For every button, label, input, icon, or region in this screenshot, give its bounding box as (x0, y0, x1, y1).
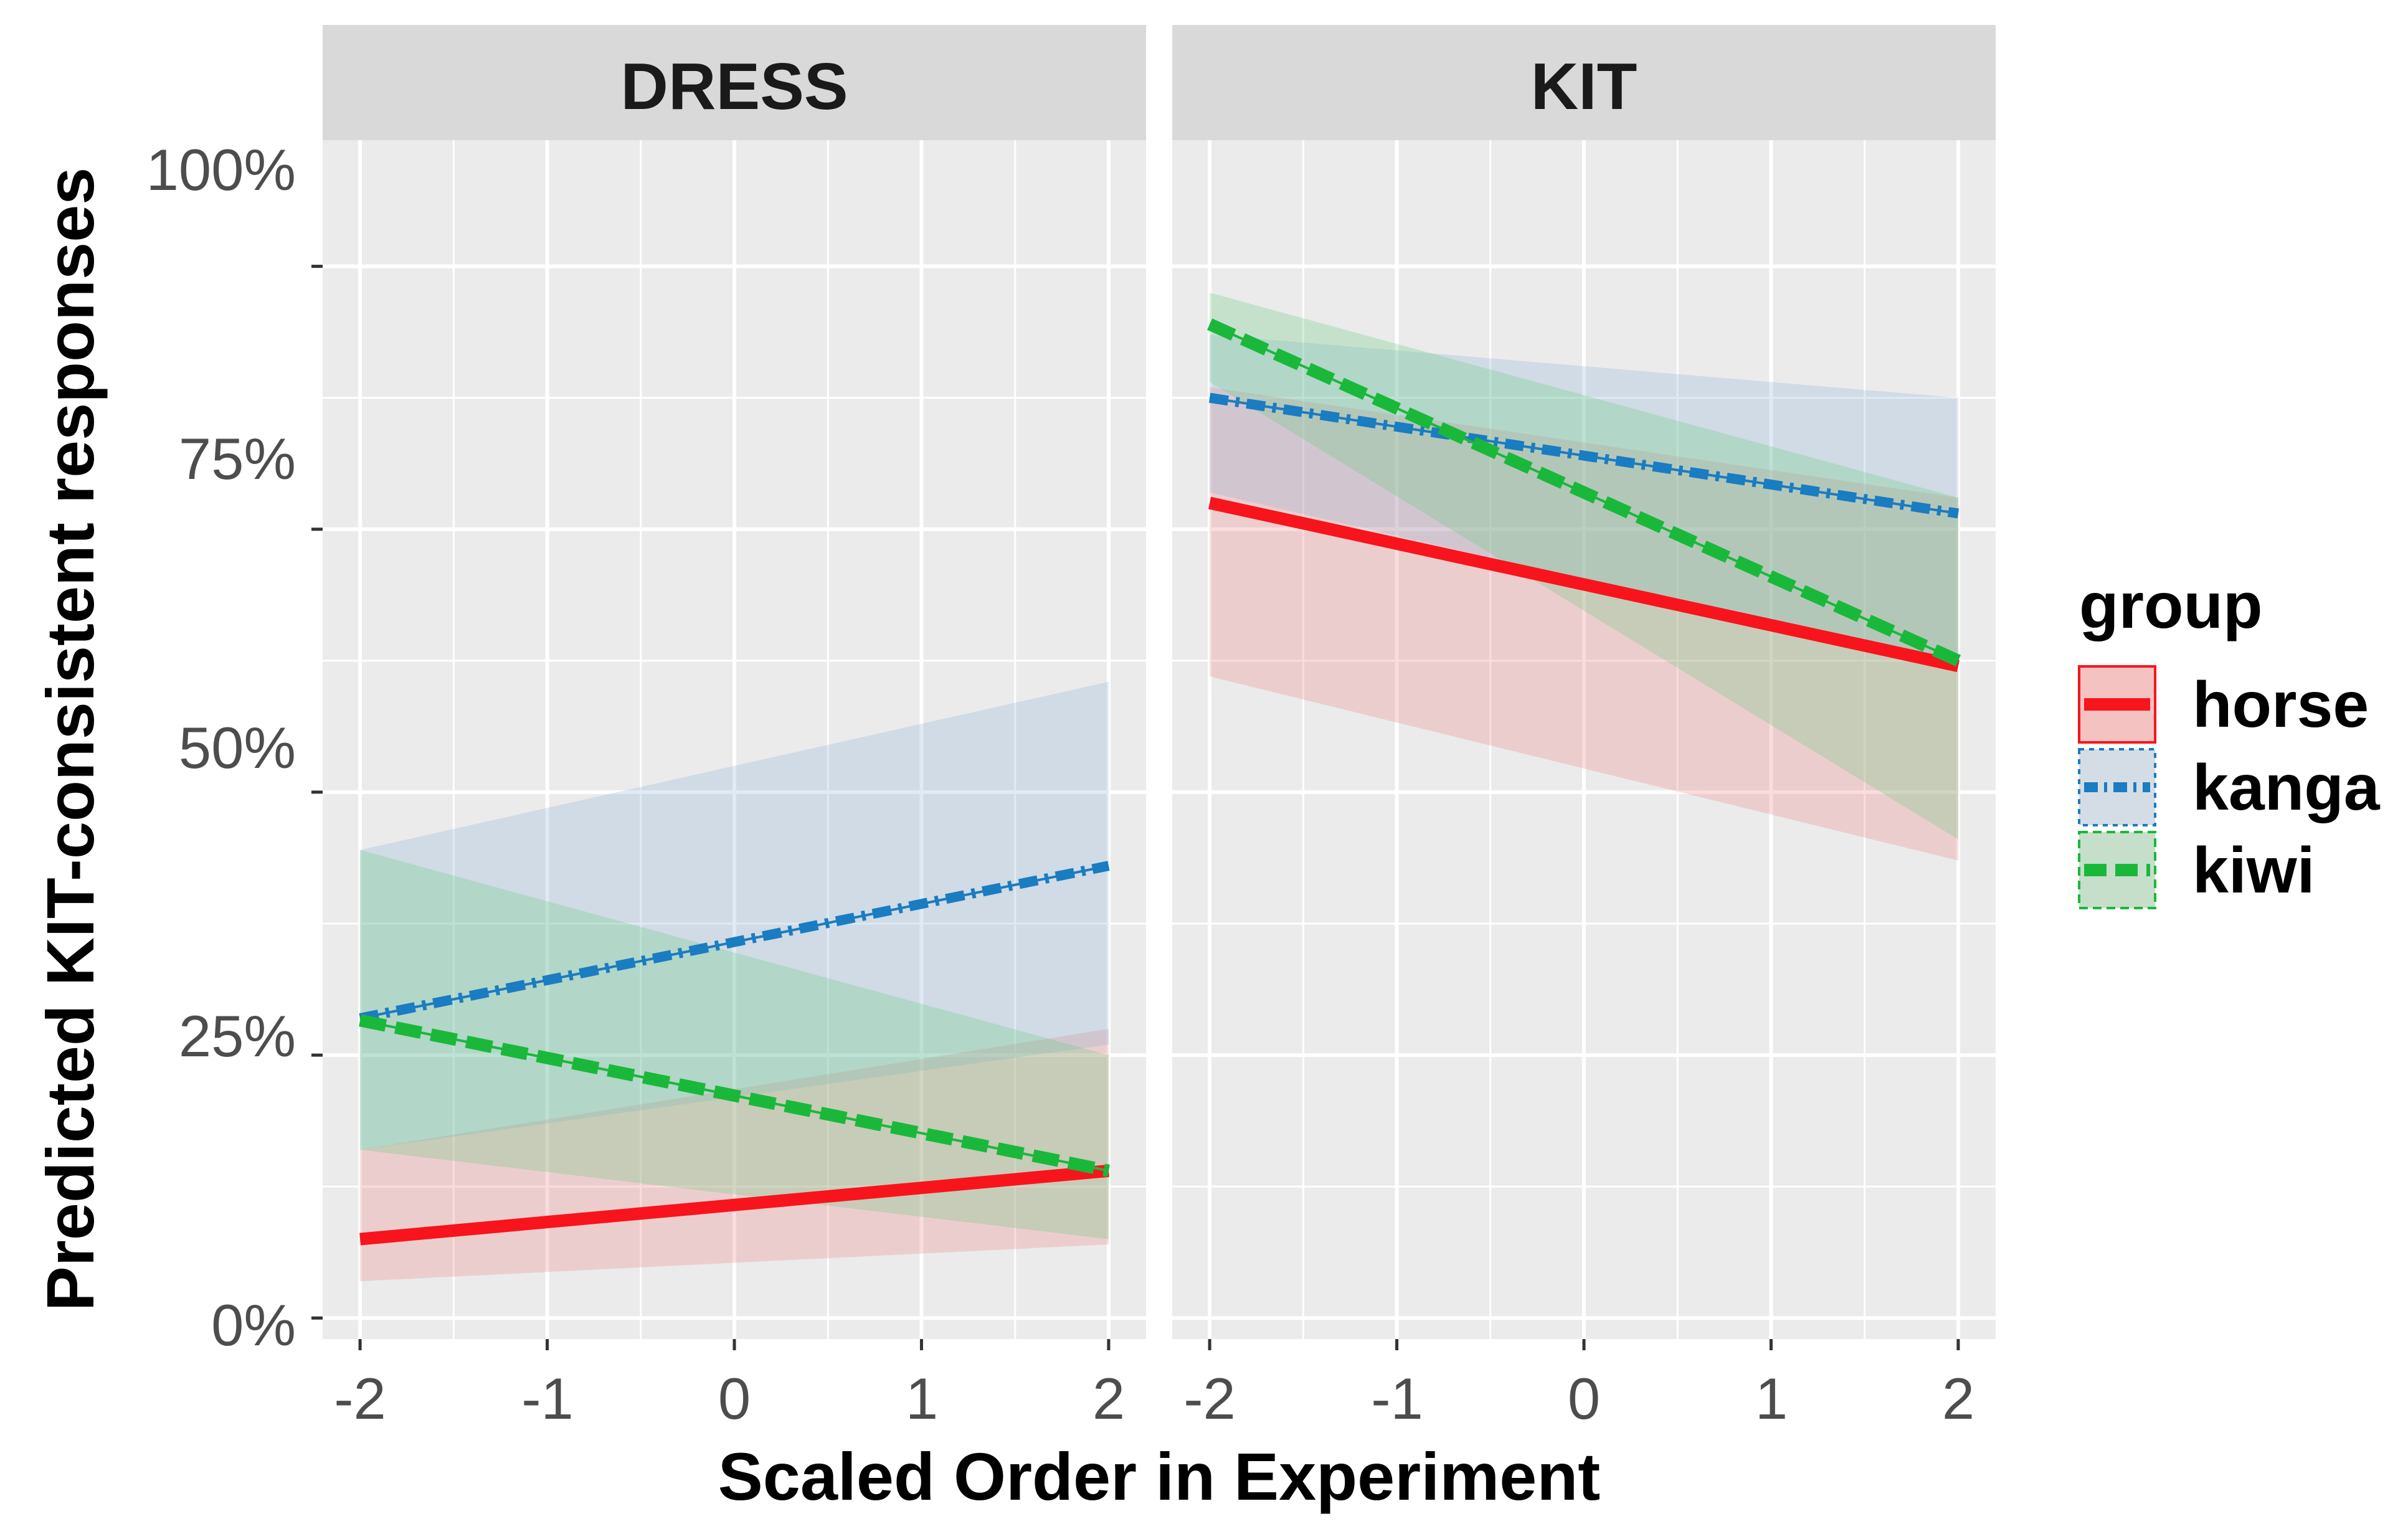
x-tick-labels-kit: -2 -1 0 1 2 (1183, 1366, 1974, 1431)
line-dress-kiwi-thin (359, 1019, 1109, 1172)
y-tick-label-0: 0% (211, 1292, 296, 1358)
y-tick-label-25: 25% (179, 1003, 296, 1069)
line-kit-kiwi-thin (1209, 323, 1959, 662)
ribbon-dress-kiwi (360, 850, 1109, 1239)
x-tick-label-kit-2: 2 (1942, 1366, 1974, 1431)
x-tick-label-kit-m1: -1 (1371, 1366, 1423, 1431)
line-dress-kanga-thin (359, 864, 1109, 1020)
x-tick-labels-dress: -2 -1 0 1 2 (334, 1366, 1125, 1431)
x-tick-label-dress-0: 0 (718, 1366, 751, 1431)
y-axis-title: Predicted KIT-consistent responses (32, 168, 108, 1312)
legend-item-kiwi: kiwi (2078, 831, 2315, 909)
series-lines (359, 318, 1961, 1246)
x-tick-label-kit-1: 1 (1755, 1366, 1788, 1431)
panel-kit-title: KIT (1531, 50, 1638, 123)
legend-item-kanga: kanga (2078, 748, 2381, 826)
line-kit-horse (1208, 496, 1960, 673)
x-tick-label-dress-m1: -1 (521, 1366, 574, 1431)
y-tick-label-75: 75% (179, 426, 296, 491)
ribbon-kit-horse (1210, 387, 1958, 861)
line-kit-kanga-thin (1209, 396, 1959, 515)
ribbon-dress-kanga (360, 681, 1109, 1150)
y-tick-label-50: 50% (179, 715, 296, 780)
legend-item-horse: horse (2078, 665, 2369, 744)
legend-label-kanga: kanga (2192, 752, 2381, 824)
grid-lines (323, 140, 1996, 1339)
x-tick-label-dress-2: 2 (1093, 1366, 1125, 1431)
panel-dress-strip (323, 25, 1146, 140)
x-axis-title: Scaled Order in Experiment (718, 1439, 1601, 1514)
legend-label-kiwi: kiwi (2192, 835, 2315, 907)
legend-title: group (2079, 570, 2263, 642)
x-tick-label-dress-1: 1 (906, 1366, 938, 1431)
y-tick-labels: 0% 25% 50% 75% 100% (146, 137, 296, 1358)
legend-label-horse: horse (2192, 669, 2369, 741)
panel-kit-strip (1172, 25, 1996, 140)
panel-dress-title: DRESS (620, 50, 848, 123)
x-tick-label-kit-m2: -2 (1183, 1366, 1236, 1431)
line-dress-horse (359, 1164, 1109, 1246)
axes (311, 265, 1960, 1350)
y-tick-label-100: 100% (146, 137, 296, 202)
legend: group horse kanga kiwi (2078, 570, 2381, 909)
x-tick-label-kit-0: 0 (1568, 1366, 1600, 1431)
x-tick-label-dress-m2: -2 (334, 1366, 386, 1431)
